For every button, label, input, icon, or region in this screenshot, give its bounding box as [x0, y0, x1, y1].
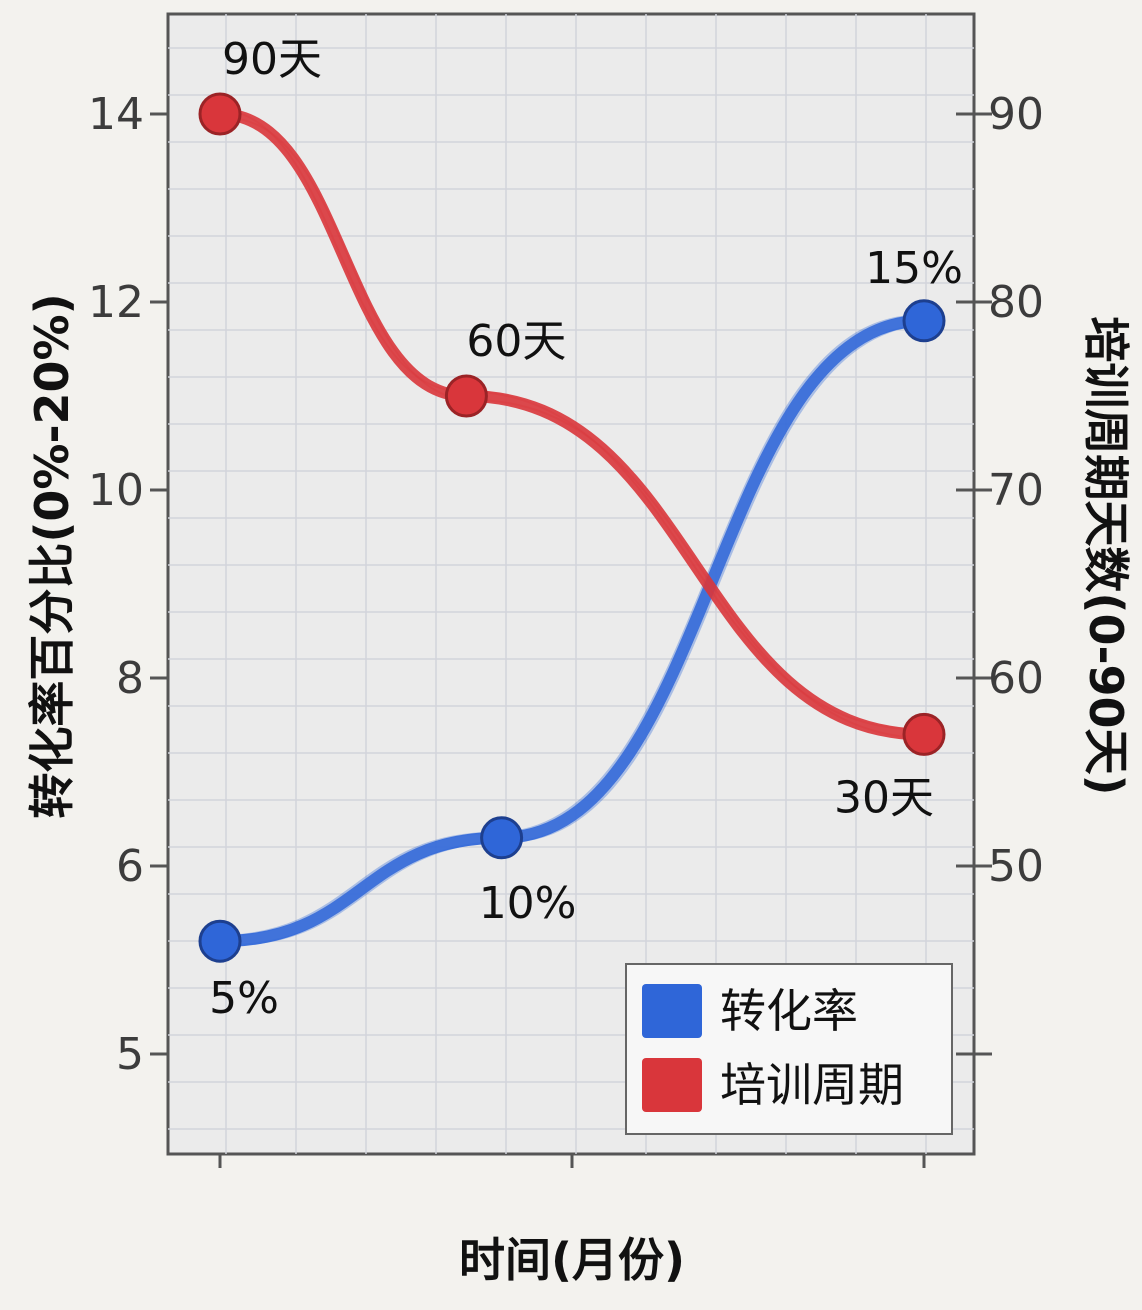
y-axis-title-left: 转化率百分比(0%-20%) [25, 293, 79, 818]
left-tick-label: 12 [88, 277, 144, 328]
left-tick-label: 6 [116, 841, 144, 892]
left-tick-label: 14 [88, 89, 144, 140]
data-labels: 5% 10% 15% 90天 60天 30天 [209, 34, 963, 1024]
series-point [902, 712, 946, 756]
series-point [444, 374, 488, 418]
series-layer [198, 92, 946, 963]
legend-swatch-training [642, 1058, 702, 1112]
data-label: 10% [479, 878, 577, 929]
data-label: 5% [209, 973, 279, 1024]
right-tick-label: 50 [988, 841, 1044, 892]
data-label: 90天 [222, 34, 322, 85]
series-point [198, 919, 242, 963]
left-tick-label: 10 [88, 465, 144, 516]
left-axis: 14 12 10 8 6 5 [88, 89, 168, 1080]
legend: 转化率 培训周期 [625, 963, 953, 1135]
right-tick-label: 90 [988, 89, 1044, 140]
left-tick-label: 8 [116, 653, 144, 704]
right-tick-label: 70 [988, 465, 1044, 516]
series-point [902, 299, 946, 343]
x-axis-title: 时间(月份) [459, 1233, 685, 1287]
series-point [198, 92, 242, 136]
right-axis: 90 80 70 60 50 [956, 89, 1044, 1056]
series-sketch-line [214, 314, 920, 938]
series-line [214, 108, 930, 741]
right-tick-label: 80 [988, 277, 1044, 328]
right-tick-label: 60 [988, 653, 1044, 704]
left-tick-label: 5 [116, 1029, 144, 1080]
series-sketch-line [225, 323, 931, 947]
legend-swatch-conversion [642, 984, 702, 1038]
data-label: 30天 [834, 772, 934, 823]
series-line [214, 314, 930, 948]
data-label: 15% [865, 243, 963, 294]
series-point [480, 816, 524, 860]
legend-label-conversion: 转化率 [720, 984, 858, 1038]
legend-label-training: 培训周期 [720, 1058, 904, 1112]
y-axis-title-right: 培训周期天数(0-90天) [1079, 316, 1133, 795]
x-axis [218, 1154, 926, 1168]
data-label: 60天 [466, 316, 566, 367]
